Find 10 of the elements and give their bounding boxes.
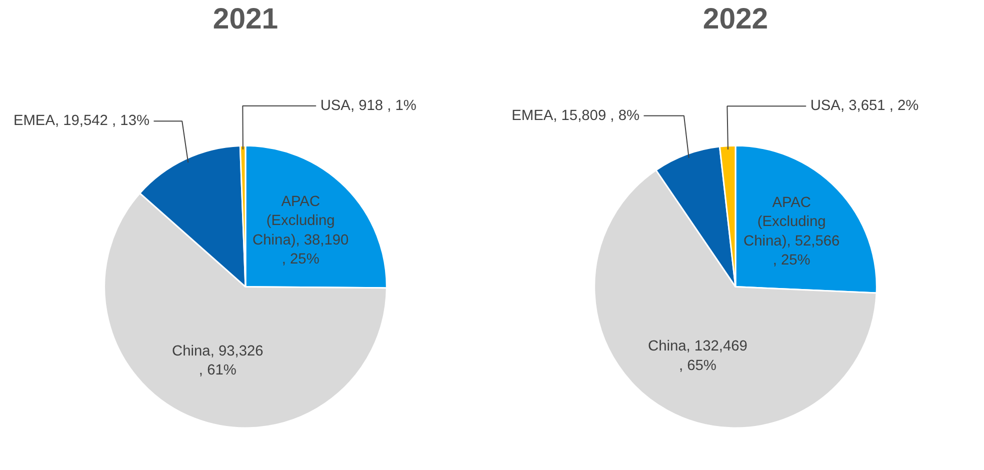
- slice-label: China, 132,469 , 65%: [648, 338, 748, 374]
- slice-label: EMEA, 15,809 , 8%: [512, 108, 640, 124]
- chart-title: 2022: [702, 2, 768, 36]
- slice-label: China, 93,326 , 61%: [172, 344, 264, 379]
- slice-label: APAC (Excluding China), 52,566 , 25%: [744, 194, 840, 269]
- slice-label: USA, 918 , 1%: [320, 98, 416, 114]
- chart-title: 2021: [212, 2, 278, 36]
- slice-label: USA, 3,651 , 2%: [810, 98, 919, 114]
- slice-label: APAC (Excluding China), 38,190 , 25%: [252, 194, 349, 268]
- slice-label: EMEA, 19,542 , 13%: [13, 113, 150, 130]
